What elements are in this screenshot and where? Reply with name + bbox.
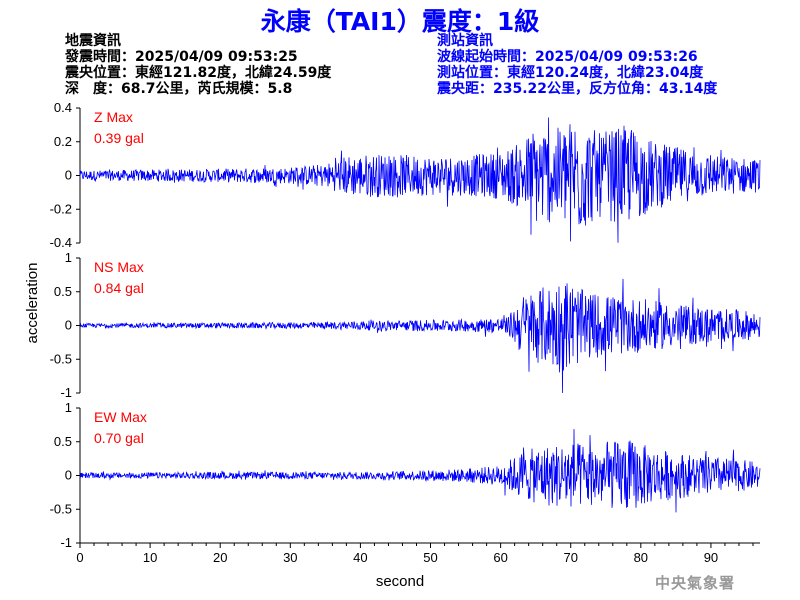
ew-y-tick-label: 0 bbox=[65, 468, 72, 483]
ew-y-tick-label: 0.5 bbox=[54, 434, 72, 449]
earthquake-info-heading: 地震資訊 bbox=[65, 33, 121, 49]
station-info: 測站資訊 波線起始時間：2025/04/09 09:53:26 測站位置：東經1… bbox=[437, 33, 717, 97]
x-tick-label: 40 bbox=[353, 550, 367, 565]
ew-y-tick-label: 1 bbox=[65, 400, 72, 415]
x-tick-label: 50 bbox=[423, 550, 437, 565]
distance-azimuth: 震央距：235.22公里，反方位角：43.14度 bbox=[437, 81, 718, 97]
ns-max-label: NS Max bbox=[94, 259, 144, 275]
ns-y-tick-label: 0.5 bbox=[54, 284, 72, 299]
origin-time: 發震時間：2025/04/09 09:53:25 bbox=[65, 49, 298, 65]
y-axis-label: acceleration bbox=[24, 263, 41, 344]
station-location: 測站位置：東經120.24度，北緯23.04度 bbox=[437, 65, 704, 81]
z-max-label: Z Max bbox=[94, 109, 133, 125]
ns-y-tick-label: -0.5 bbox=[50, 351, 72, 366]
station-info-heading: 測站資訊 bbox=[437, 33, 493, 49]
ns-max-value: 0.84 gal bbox=[94, 280, 144, 296]
epicenter-location: 震央位置：東經121.82度，北緯24.59度 bbox=[65, 65, 332, 81]
x-tick-label: 0 bbox=[76, 550, 83, 565]
ns-y-tick-label: -1 bbox=[60, 385, 72, 400]
z-y-tick-label: -0.2 bbox=[50, 201, 72, 216]
ew-y-tick-label: -1 bbox=[60, 535, 72, 550]
wave-start-time: 波線起始時間：2025/04/09 09:53:26 bbox=[437, 49, 698, 65]
x-axis-label: second bbox=[376, 573, 424, 590]
ew-max-label: EW Max bbox=[94, 409, 147, 425]
depth-magnitude: 深 度：68.7公里，芮氏規模：5.8 bbox=[65, 81, 293, 97]
ns-trace bbox=[79, 278, 761, 394]
z-y-tick-label: 0.4 bbox=[54, 100, 72, 115]
x-tick-label: 60 bbox=[493, 550, 507, 565]
z-max-value: 0.39 gal bbox=[94, 130, 144, 146]
ew-y-tick-label: -0.5 bbox=[50, 501, 72, 516]
ns-y-tick-label: 0 bbox=[65, 318, 72, 333]
x-tick-label: 90 bbox=[704, 550, 718, 565]
z-y-tick-label: -0.4 bbox=[50, 235, 72, 250]
ns-y-tick-label: 1 bbox=[65, 250, 72, 265]
x-tick-label: 70 bbox=[563, 550, 577, 565]
agency-label: 中央氣象署 bbox=[655, 574, 736, 592]
ew-max-value: 0.70 gal bbox=[94, 430, 144, 446]
x-tick-label: 30 bbox=[283, 550, 297, 565]
x-tick-label: 80 bbox=[634, 550, 648, 565]
z-y-tick-label: 0 bbox=[65, 168, 72, 183]
x-tick-label: 20 bbox=[213, 550, 227, 565]
z-y-tick-label: 0.2 bbox=[54, 134, 72, 149]
x-tick-label: 10 bbox=[143, 550, 157, 565]
chart-title: 永康（TAI1）震度：1級 bbox=[260, 7, 540, 36]
ew-trace bbox=[79, 429, 761, 513]
earthquake-info: 地震資訊 發震時間：2025/04/09 09:53:25 震央位置：東經121… bbox=[65, 33, 331, 97]
z-trace bbox=[79, 117, 761, 243]
